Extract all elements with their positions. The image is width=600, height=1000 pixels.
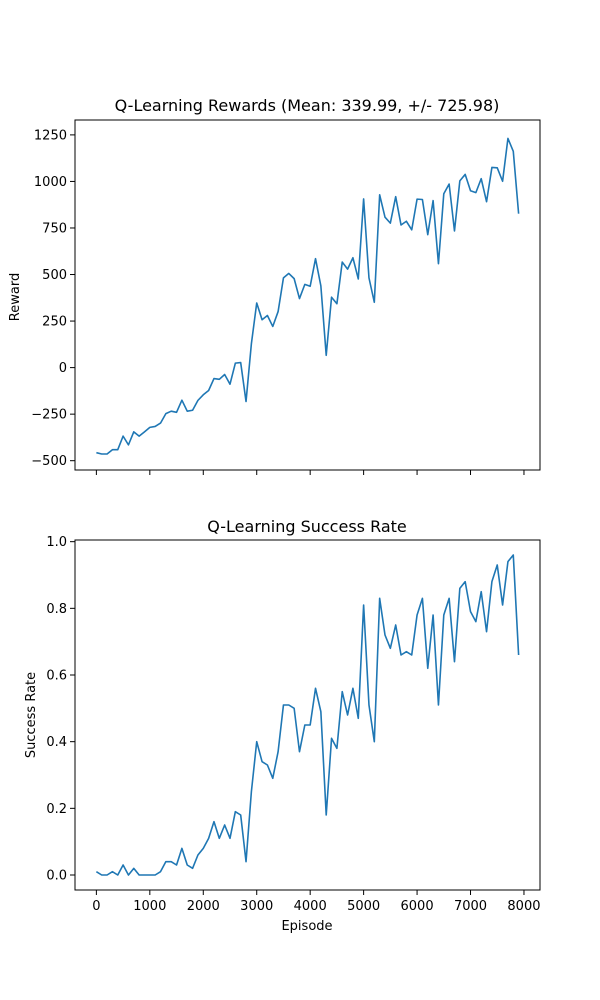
success-rate-panel: Q-Learning Success Rate Success Rate Epi… [24,517,541,934]
rewards-series-line [96,137,520,455]
rewards-y-tick-label: 1250 [34,128,67,143]
success-x-tick-label: 4000 [294,899,327,914]
rewards-y-tick-label: 750 [42,221,67,236]
rewards-panel: Q-Learning Rewards (Mean: 339.99, +/- 72… [8,96,541,475]
rewards-axes-frame [74,119,541,471]
success-x-tick-label: 1000 [133,899,166,914]
success-x-tick-label: 5000 [347,899,380,914]
success-y-tick-label: 0.0 [46,869,67,884]
success-axes-frame [74,539,541,891]
success-y-tick-label: 0.4 [46,735,67,750]
success-ticks: 0 1000 2000 3000 4000 5000 6000 7000 8000 0.0 0.2 0… [46,535,540,914]
rewards-y-axis-label: Reward [8,273,23,321]
success-y-tick-label: 0.6 [46,669,67,684]
success-x-tick-label: 3000 [240,899,273,914]
success-y-tick-label: 0.8 [46,602,67,617]
success-y-tick-label: 0.2 [46,802,67,817]
success-x-tick-label: 7000 [454,899,487,914]
success-series-line [95,554,520,876]
success-x-tick-label: 6000 [401,899,434,914]
success-chart-title: Q-Learning Success Rate [207,517,407,536]
episode-x-axis-label: Episode [281,919,332,934]
rewards-y-tick-label: −250 [31,408,67,423]
rewards-y-tick-label: −500 [31,454,67,469]
success-x-tick-label: 2000 [187,899,220,914]
rewards-y-tick-label: 250 [42,315,67,330]
rewards-y-tick-label: 0 [59,361,67,376]
rewards-y-tick-label: 1000 [34,175,67,190]
success-y-tick-label: 1.0 [46,535,67,550]
success-y-axis-label: Success Rate [24,672,39,758]
rewards-ticks: −500 −250 0 250 500 750 1000 1250 [31,128,525,475]
success-x-tick-label: 8000 [507,899,540,914]
rewards-y-tick-label: 500 [42,268,67,283]
success-x-tick-label: 0 [92,899,100,914]
rewards-chart-title: Q-Learning Rewards (Mean: 339.99, +/- 72… [115,96,500,115]
